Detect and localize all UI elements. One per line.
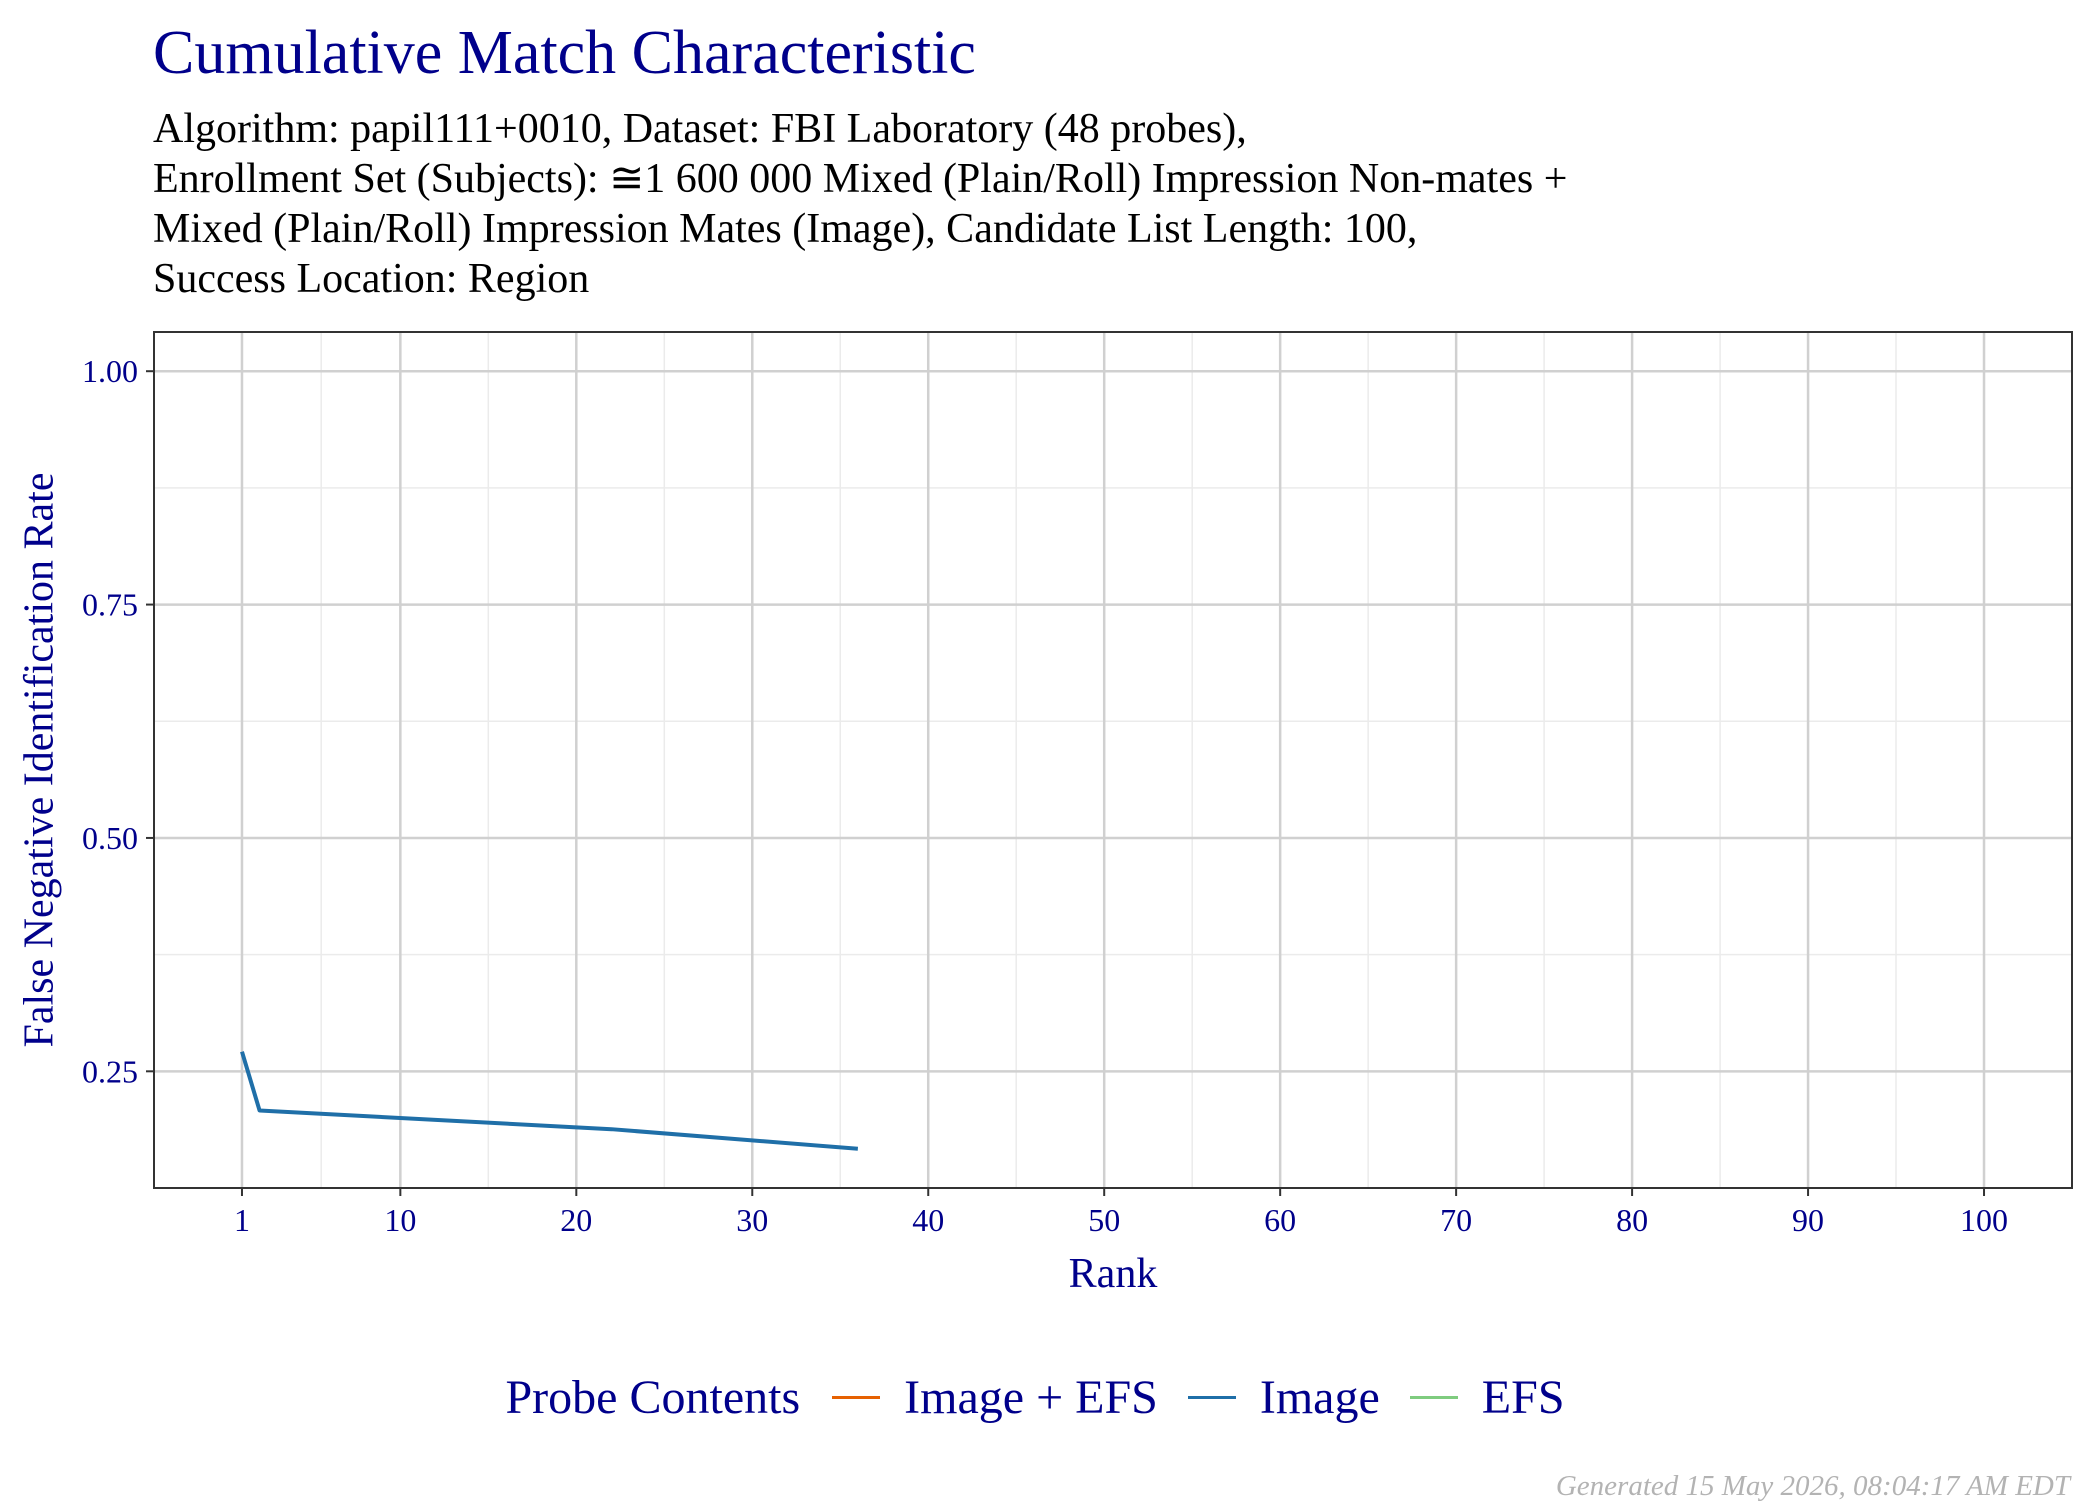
- cmc-chart: 1 10 20 30 40 50 60 70 80 90 100 0.250.500.751.00 …: [17, 331, 2073, 1297]
- series-line-image: [240, 1051, 859, 1151]
- major-gridlines: [154, 332, 2072, 1188]
- x-tick-label: 60: [1264, 1202, 1296, 1238]
- x-tick-label: 30: [736, 1202, 768, 1238]
- legend-key-efs: [1409, 1396, 1458, 1399]
- minor-gridlines: [154, 332, 2072, 1188]
- y-tick-label: 0.25: [82, 1053, 138, 1089]
- y-axis-label: False Negative Identification Rate: [17, 473, 63, 1048]
- legend-item-image: Image: [1187, 1370, 1380, 1425]
- x-tick-label: 100: [1960, 1202, 2008, 1238]
- y-tick-label: 0.50: [82, 820, 138, 856]
- y-axis: 0.25 0.50 0.75 1.00: [82, 353, 154, 1089]
- subtitle-line: Enrollment Set (Subjects): ≅1 600 000 Mi…: [153, 156, 1568, 202]
- legend-title: Probe Contents: [505, 1371, 801, 1424]
- legend: Probe Contents Image + EFS Image EFS: [0, 1370, 2100, 1425]
- x-tick-label: 10: [384, 1202, 416, 1238]
- x-tick-label: 1: [234, 1202, 250, 1238]
- legend-label: Image: [1259, 1371, 1380, 1424]
- x-tick-label: 80: [1616, 1202, 1648, 1238]
- legend-item-efs: EFS: [1409, 1370, 1565, 1425]
- x-tick-label: 50: [1088, 1202, 1120, 1238]
- generated-timestamp: Generated 15 May 2026, 08:04:17 AM EDT: [1555, 1470, 2070, 1502]
- legend-key-image: [1187, 1396, 1236, 1399]
- subtitle-line: Algorithm: papil111+0010, Dataset: FBI L…: [153, 106, 1247, 152]
- panel-border: [153, 331, 2073, 1189]
- series-layer: [240, 1051, 859, 1151]
- legend-key-image-efs: [832, 1396, 881, 1399]
- chart-title: Cumulative Match Characteristic: [153, 19, 976, 87]
- x-tick-label: 40: [912, 1202, 944, 1238]
- subtitle-line: Mixed (Plain/Roll) Impression Mates (Ima…: [153, 206, 1418, 252]
- legend-item-image-efs: Image + EFS: [832, 1370, 1158, 1425]
- legend-label: EFS: [1481, 1371, 1565, 1424]
- x-tick-label: 70: [1440, 1202, 1472, 1238]
- subtitle-line: Success Location: Region: [153, 256, 590, 302]
- x-axis: 1 10 20 30 40 50 60 70 80 90 100: [234, 1188, 2008, 1238]
- y-tick-label: 0.75: [82, 587, 138, 623]
- x-axis-label: Rank: [1069, 1251, 1158, 1297]
- legend-label: Image + EFS: [904, 1371, 1158, 1424]
- x-tick-label: 20: [560, 1202, 592, 1238]
- chart-subtitle: Algorithm: papil111+0010, Dataset: FBI L…: [153, 104, 1567, 304]
- x-tick-label: 90: [1792, 1202, 1824, 1238]
- y-tick-label: 1.00: [82, 353, 138, 389]
